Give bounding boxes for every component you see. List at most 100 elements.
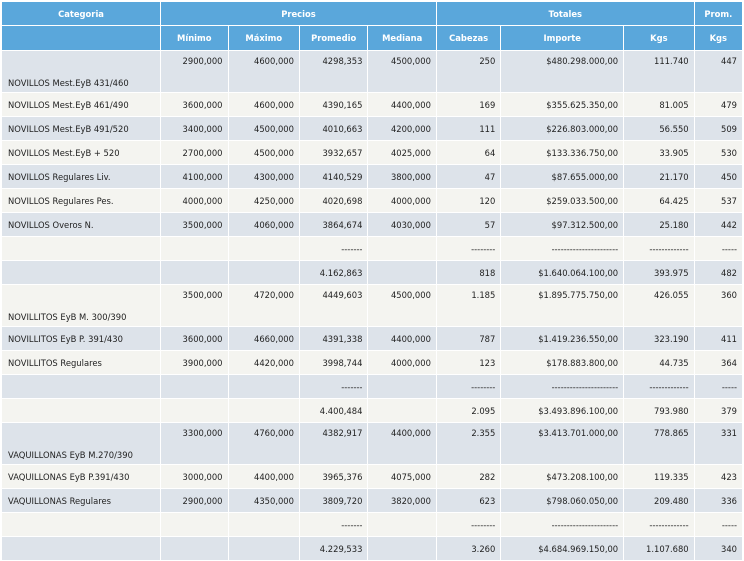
cell-minimo bbox=[160, 236, 229, 261]
cell-maximo: 4600,000 bbox=[227, 92, 300, 117]
cell-minimo: 3600,000 bbox=[160, 92, 229, 117]
cell-importe: $226.803.000,00 bbox=[500, 116, 625, 141]
cell-categoria: NOVILLOS Regulares Pes. bbox=[0, 188, 162, 213]
cell-categoria bbox=[0, 398, 162, 423]
cell-maximo: 4600,000 bbox=[227, 50, 300, 93]
cell-promedio: 4382,917 bbox=[298, 422, 369, 465]
cell-prom-kgs: 423 bbox=[693, 464, 744, 489]
cell-categoria: NOVILLITOS Regulares bbox=[0, 350, 162, 375]
cell-kgs: 323.190 bbox=[623, 326, 695, 351]
cell-maximo: 4400,000 bbox=[227, 464, 300, 489]
cell-maximo: 4060,000 bbox=[227, 212, 300, 237]
cell-kgs: 209.480 bbox=[623, 488, 695, 513]
cell-prom-kgs: 482 bbox=[693, 260, 744, 285]
cell-minimo bbox=[160, 398, 229, 423]
cell-mediana: 3820,000 bbox=[367, 488, 437, 513]
cell-mediana: 4025,000 bbox=[367, 140, 437, 165]
cell-maximo bbox=[227, 512, 300, 537]
cell-maximo: 4500,000 bbox=[227, 116, 300, 141]
table-row: NOVILLOS Overos N. 3500,000 4060,000 3864,6… bbox=[0, 212, 744, 237]
cell-kgs: 793.980 bbox=[623, 398, 695, 423]
cell-maximo bbox=[227, 374, 300, 399]
cell-kgs: 81.005 bbox=[623, 92, 695, 117]
cell-prom-kgs: 360 bbox=[693, 284, 744, 327]
cell-minimo: 3500,000 bbox=[160, 284, 229, 327]
table-row: NOVILLOS Mest.EyB 491/520 3400,000 4500,00… bbox=[0, 116, 744, 141]
cell-cabezas: 1.185 bbox=[435, 284, 502, 327]
cell-promedio: 3998,744 bbox=[298, 350, 369, 375]
cell-cabezas: 2.095 bbox=[435, 398, 502, 423]
cell-prom-kgs: 411 bbox=[693, 326, 744, 351]
cell-promedio: 4449,603 bbox=[298, 284, 369, 327]
cell-promedio: ------- bbox=[298, 512, 369, 537]
cell-importe: $97.312.500,00 bbox=[500, 212, 625, 237]
cell-categoria: NOVILLOS Mest.EyB 461/490 bbox=[0, 92, 162, 117]
cell-mediana: 3800,000 bbox=[367, 164, 437, 189]
cell-mediana: 4500,000 bbox=[367, 50, 437, 93]
cell-prom-kgs: 450 bbox=[693, 164, 744, 189]
cell-minimo bbox=[160, 512, 229, 537]
cell-minimo: 2900,000 bbox=[160, 488, 229, 513]
cell-minimo: 3300,000 bbox=[160, 422, 229, 465]
cell-importe: $1.419.236.550,00 bbox=[500, 326, 625, 351]
table-row: NOVILLOS Regulares Pes. 4000,000 4250,000 4… bbox=[0, 188, 744, 213]
cell-promedio: 4020,698 bbox=[298, 188, 369, 213]
cell-mediana: 4400,000 bbox=[367, 326, 437, 351]
cell-prom-kgs: 447 bbox=[693, 50, 744, 93]
cell-cabezas: 47 bbox=[435, 164, 502, 189]
cell-promedio: 4391,338 bbox=[298, 326, 369, 351]
cell-kgs: 393.975 bbox=[623, 260, 695, 285]
cell-maximo: 4660,000 bbox=[227, 326, 300, 351]
cell-promedio: ------- bbox=[298, 374, 369, 399]
table-row: ------- -------- ---------------------- ---… bbox=[0, 512, 744, 537]
cell-importe: $473.208.100,00 bbox=[500, 464, 625, 489]
cell-minimo: 4100,000 bbox=[160, 164, 229, 189]
cell-minimo: 4000,000 bbox=[160, 188, 229, 213]
cell-mediana: 4400,000 bbox=[367, 422, 437, 465]
table-row: ------- -------- ---------------------- ---… bbox=[0, 374, 744, 399]
cell-minimo: 3600,000 bbox=[160, 326, 229, 351]
cell-mediana: 4400,000 bbox=[367, 92, 437, 117]
cell-categoria: NOVILLOS Mest.EyB 431/460 bbox=[0, 50, 162, 93]
cell-prom-kgs: 530 bbox=[693, 140, 744, 165]
header-totales: Totales bbox=[435, 1, 695, 26]
header-cabezas: Cabezas bbox=[435, 25, 502, 51]
cell-prom-kgs: 509 bbox=[693, 116, 744, 141]
cell-promedio: 4.162,863 bbox=[298, 260, 369, 285]
cell-kgs: 426.055 bbox=[623, 284, 695, 327]
cell-categoria: VAQUILLONAS EyB P.391/430 bbox=[0, 464, 162, 489]
cell-categoria: NOVILLOS Mest.EyB + 520 bbox=[0, 140, 162, 165]
cell-prom-kgs: 479 bbox=[693, 92, 744, 117]
cell-prom-kgs: 364 bbox=[693, 350, 744, 375]
cell-importe: ---------------------- bbox=[500, 236, 625, 261]
cell-importe: $480.298.000,00 bbox=[500, 50, 625, 93]
cell-maximo bbox=[227, 398, 300, 423]
table-row: 4.400,484 2.095 $3.493.896.100,00 793.980 37… bbox=[0, 398, 744, 423]
cell-cabezas: 282 bbox=[435, 464, 502, 489]
cell-kgs: ------------- bbox=[623, 236, 695, 261]
table-row: NOVILLITOS EyB P. 391/430 3600,000 4660,00… bbox=[0, 326, 744, 351]
table-row: NOVILLOS Mest.EyB 461/490 3600,000 4600,00… bbox=[0, 92, 744, 117]
cell-maximo bbox=[227, 236, 300, 261]
cell-mediana bbox=[367, 398, 437, 423]
cell-promedio: 4298,353 bbox=[298, 50, 369, 93]
cell-prom-kgs: 442 bbox=[693, 212, 744, 237]
cell-importe: $3.493.896.100,00 bbox=[500, 398, 625, 423]
cell-categoria: NOVILLITOS EyB M. 300/390 bbox=[0, 284, 162, 327]
header-kgs: Kgs bbox=[623, 25, 695, 51]
header-precios: Precios bbox=[160, 1, 437, 26]
cell-minimo: 3400,000 bbox=[160, 116, 229, 141]
cell-promedio: 3809,720 bbox=[298, 488, 369, 513]
cell-maximo: 4420,000 bbox=[227, 350, 300, 375]
cell-cabezas: -------- bbox=[435, 236, 502, 261]
table-row: VAQUILLONAS EyB M.270/390 3300,000 4760,00… bbox=[0, 422, 744, 465]
cell-cabezas: 111 bbox=[435, 116, 502, 141]
header-mediana: Mediana bbox=[367, 25, 437, 51]
cell-mediana: 4075,000 bbox=[367, 464, 437, 489]
cell-minimo: 3000,000 bbox=[160, 464, 229, 489]
table-row: NOVILLOS Mest.EyB 431/460 2900,000 4600,00… bbox=[0, 50, 744, 93]
cell-categoria bbox=[0, 374, 162, 399]
cell-kgs: 119.335 bbox=[623, 464, 695, 489]
cell-categoria: NOVILLOS Regulares Liv. bbox=[0, 164, 162, 189]
cell-promedio: ------- bbox=[298, 236, 369, 261]
